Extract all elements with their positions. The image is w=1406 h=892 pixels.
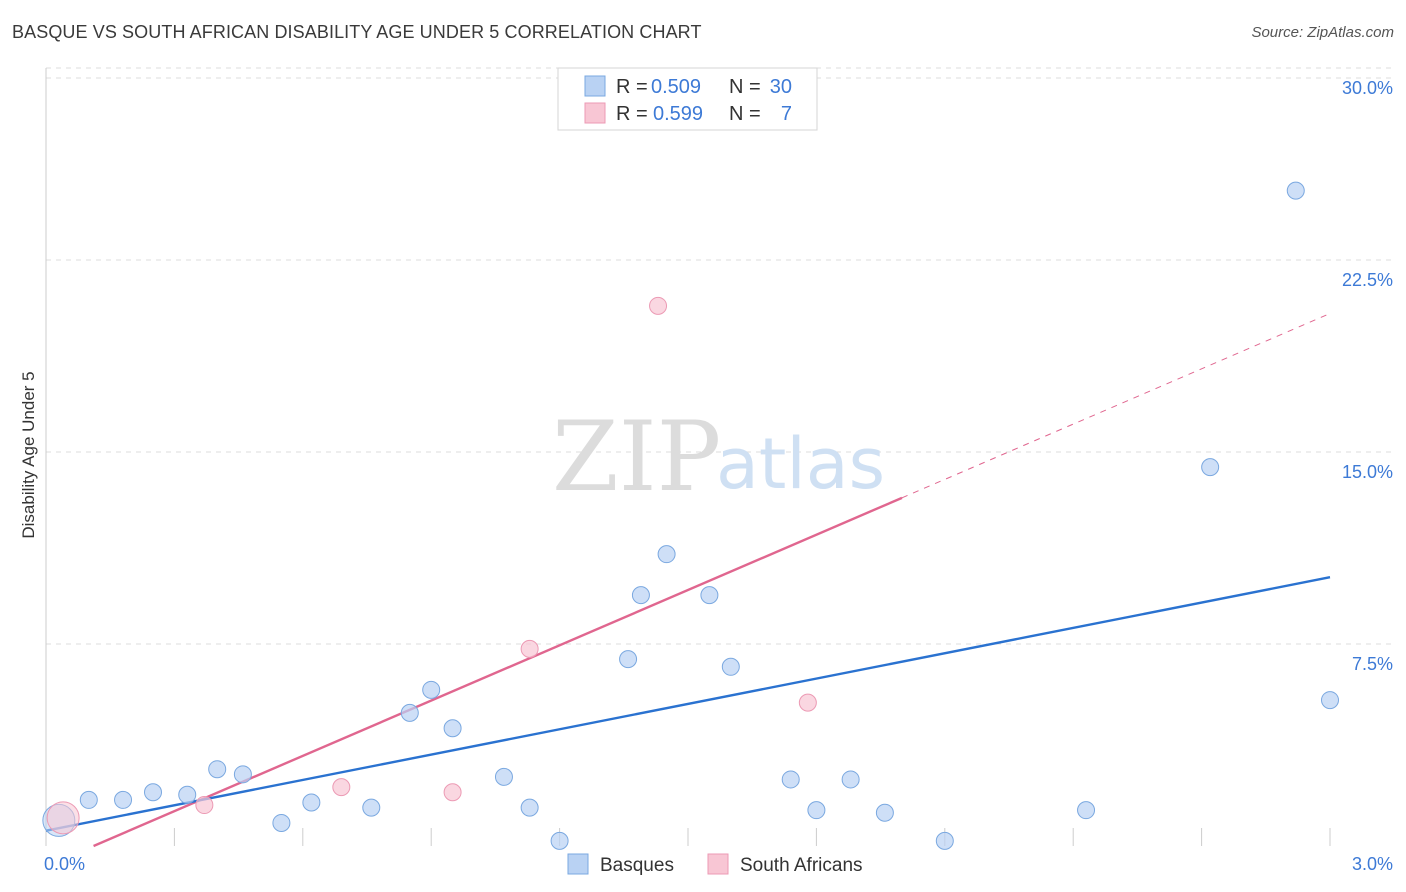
point-south-africans — [649, 296, 668, 315]
legend-r-value-2: 0.599 — [653, 103, 703, 125]
bottom-legend-swatch-basques[interactable] — [567, 853, 589, 875]
y-tick-label: 22.5% — [1342, 270, 1393, 290]
chart-title: BASQUE VS SOUTH AFRICAN DISABILITY AGE U… — [12, 22, 702, 42]
point-basques — [631, 586, 650, 605]
y-tick-label: 15.0% — [1342, 462, 1393, 482]
point-basques — [422, 680, 441, 699]
point-basques — [1286, 181, 1305, 200]
trendline-south-africans-extension — [901, 313, 1331, 499]
point-basques — [550, 831, 569, 850]
point-basques — [1201, 458, 1220, 477]
point-basques — [494, 767, 513, 786]
watermark-zip: ZIP — [552, 401, 721, 513]
point-basques — [272, 813, 291, 832]
y-tick-label: 30.0% — [1342, 78, 1393, 98]
point-south-africans — [46, 801, 80, 835]
legend-n-value-2: 7 — [781, 103, 792, 125]
legend-r-label-1: R = — [616, 76, 648, 98]
legend-swatch-basques — [584, 75, 606, 97]
point-basques — [1321, 691, 1339, 710]
series-legend: Basques South Africans — [567, 853, 863, 876]
legend-swatch-south-africans — [584, 102, 606, 124]
watermark: ZIP atlas — [552, 401, 885, 513]
correlation-legend: R = 0.509 N = 30 R = 0.599 N = 7 — [557, 67, 818, 131]
trendline-basques — [45, 576, 1331, 832]
bottom-legend-label-basques[interactable]: Basques — [600, 855, 674, 876]
point-basques — [875, 803, 894, 822]
point-basques — [619, 650, 638, 669]
point-basques — [781, 770, 800, 789]
legend-n-value-1: 30 — [770, 76, 792, 98]
axes-layer: 7.5% 15.0% 22.5% 30.0% 0.0% 3.0% — [44, 68, 1393, 874]
point-basques — [807, 801, 826, 820]
point-basques — [443, 719, 462, 738]
point-south-africans — [798, 693, 817, 712]
grid-layer — [46, 67, 1392, 645]
y-tick-label: 7.5% — [1352, 654, 1393, 674]
point-south-africans — [520, 639, 539, 658]
source-label: Source: ZipAtlas.com — [1251, 24, 1394, 41]
point-basques — [178, 785, 197, 804]
legend-r-value-1: 0.509 — [651, 76, 701, 98]
point-south-africans — [195, 796, 214, 815]
legend-n-label-2: N = — [729, 103, 761, 125]
trendline-south-africans — [93, 496, 903, 848]
point-basques — [721, 657, 740, 676]
bottom-legend-swatch-south-africans[interactable] — [707, 853, 729, 875]
point-basques — [144, 783, 162, 802]
point-basques — [208, 760, 227, 779]
point-basques — [841, 770, 860, 789]
point-basques — [233, 765, 252, 784]
point-basques — [657, 545, 676, 564]
x-tick-label: 3.0% — [1352, 854, 1393, 874]
legend-n-label-1: N = — [729, 76, 761, 98]
point-basques — [520, 798, 539, 817]
x-tick-label: 0.0% — [44, 854, 85, 874]
point-basques — [114, 790, 133, 809]
point-basques — [362, 798, 381, 817]
point-basques — [400, 703, 419, 722]
point-basques — [700, 586, 719, 605]
point-basques — [79, 790, 98, 809]
point-basques — [302, 793, 321, 812]
point-basques — [935, 831, 954, 850]
trendlines-layer — [45, 313, 1331, 848]
legend-r-label-2: R = — [616, 103, 648, 125]
y-axis-label: Disability Age Under 5 — [19, 371, 38, 538]
watermark-atlas: atlas — [716, 423, 885, 505]
point-south-africans — [443, 783, 462, 802]
point-basques — [1077, 801, 1096, 820]
bottom-legend-label-south-africans[interactable]: South Africans — [740, 855, 863, 876]
point-south-africans — [332, 778, 351, 797]
points-layer — [42, 181, 1339, 850]
